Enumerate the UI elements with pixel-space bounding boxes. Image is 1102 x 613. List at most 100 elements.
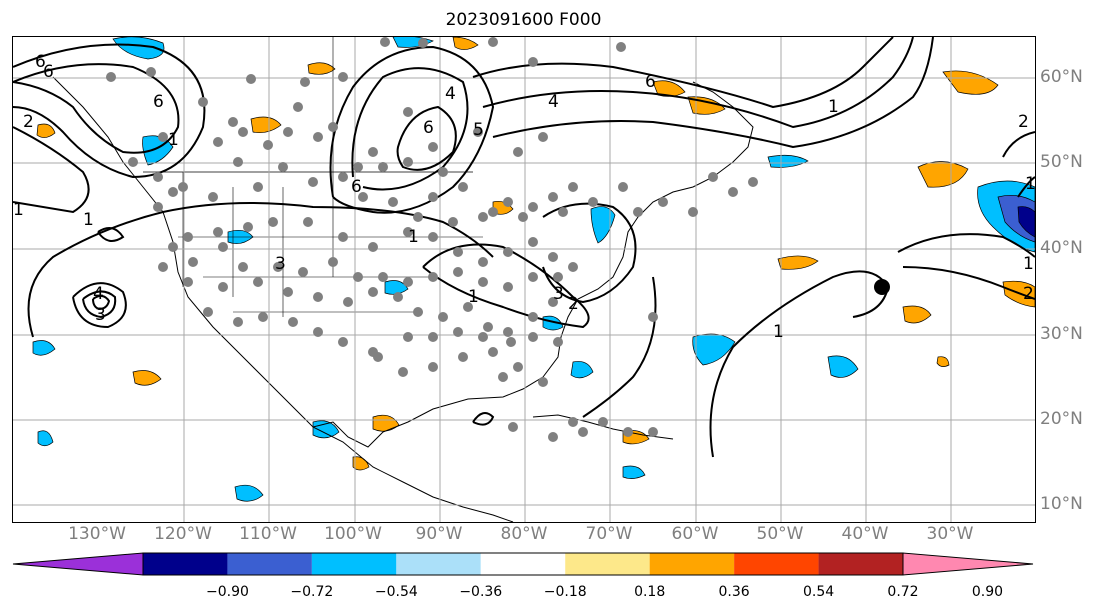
station-dot (478, 277, 488, 287)
station-dot (273, 262, 283, 272)
colorbar-segment (649, 553, 735, 575)
station-dot (373, 352, 383, 362)
anomaly-patch (590, 206, 616, 244)
station-dot (243, 222, 253, 232)
latitude-label: 40°N (1040, 238, 1083, 258)
coastlines (52, 37, 754, 522)
colorbar-segment (480, 553, 566, 575)
station-dot (258, 312, 268, 322)
station-dot (428, 272, 438, 282)
station-dot (688, 207, 698, 217)
contour-line (27, 202, 494, 338)
contour-line (582, 276, 657, 418)
colorbar-segment (734, 553, 819, 575)
station-dot (633, 207, 643, 217)
station-dot (393, 292, 403, 302)
contour-line (1002, 131, 1035, 158)
colorbar (12, 552, 1034, 576)
station-dot (728, 187, 738, 197)
anomaly-patch (132, 370, 162, 386)
anomaly-patch (307, 62, 336, 75)
anomaly-patch (36, 123, 56, 138)
contour-line (1017, 176, 1035, 198)
station-dot (188, 257, 198, 267)
station-dot (403, 227, 413, 237)
anomaly-patch (250, 116, 282, 134)
station-dot (648, 427, 658, 437)
station-dot (568, 417, 578, 427)
anomaly-patch (112, 37, 165, 60)
contour-label: 6 (153, 92, 164, 112)
anomaly-patch (827, 355, 859, 378)
station-dot (478, 332, 488, 342)
station-dot (253, 277, 263, 287)
station-dot (288, 317, 298, 327)
station-dot (623, 427, 633, 437)
longitude-label: 80°W (500, 524, 548, 544)
anomaly-patch (687, 96, 726, 115)
station-dot (458, 352, 468, 362)
station-dot (300, 77, 310, 87)
station-dot (506, 337, 516, 347)
longitude-label: 130°W (68, 524, 126, 544)
anomaly-patch (622, 465, 646, 479)
station-dot (508, 422, 518, 432)
station-dot (568, 182, 578, 192)
station-dot (598, 417, 608, 427)
station-dot (453, 267, 463, 277)
station-dot (338, 337, 348, 347)
anomaly-shading (32, 37, 1035, 502)
anomaly-patch (917, 161, 969, 188)
station-dot (213, 227, 223, 237)
station-dot (308, 177, 318, 187)
station-dot (513, 362, 523, 372)
station-dot (648, 312, 658, 322)
station-dot (168, 187, 178, 197)
station-dot (548, 192, 558, 202)
contour-label: 4 (445, 84, 456, 104)
station-dot (463, 302, 473, 312)
station-dot (178, 182, 188, 192)
colorbar-segment (565, 553, 650, 575)
colorbar-tick: −0.54 (374, 584, 418, 600)
contour-line (472, 37, 894, 109)
contour-line (396, 105, 457, 171)
station-dot (513, 147, 523, 157)
station-dot (380, 37, 390, 47)
station-dot (498, 372, 508, 382)
station-dot (518, 212, 528, 222)
anomaly-patch (32, 340, 56, 356)
contour-line (492, 37, 934, 149)
contour-line (422, 243, 590, 329)
station-dot (448, 217, 458, 227)
contour-line (13, 63, 180, 154)
station-dot (398, 367, 408, 377)
contour-line (13, 126, 90, 214)
station-dot (548, 432, 558, 442)
station-dot (618, 182, 628, 192)
station-dot (368, 242, 378, 252)
contour-label: 1 (83, 210, 94, 230)
station-dot (403, 157, 413, 167)
station-dot (158, 262, 168, 272)
latitude-label: 10°N (1040, 494, 1083, 514)
station-dot (528, 57, 538, 67)
contour-line (92, 295, 111, 311)
colorbar-tick: 0.36 (718, 584, 750, 600)
contour-label: 1 (773, 322, 784, 342)
station-dot (153, 172, 163, 182)
station-dot (246, 74, 256, 84)
longitude-label: 120°W (154, 524, 212, 544)
contour-label: 6 (351, 177, 362, 197)
station-dot (378, 272, 388, 282)
colorbar-segment (227, 553, 312, 575)
anomaly-patch (234, 484, 264, 502)
station-dot (568, 262, 578, 272)
contour-line (482, 37, 914, 129)
anomaly-patch (37, 430, 54, 447)
anomaly-patch (570, 361, 594, 379)
station-dot (233, 317, 243, 327)
contour-line (82, 290, 117, 319)
station-dot (183, 232, 193, 242)
